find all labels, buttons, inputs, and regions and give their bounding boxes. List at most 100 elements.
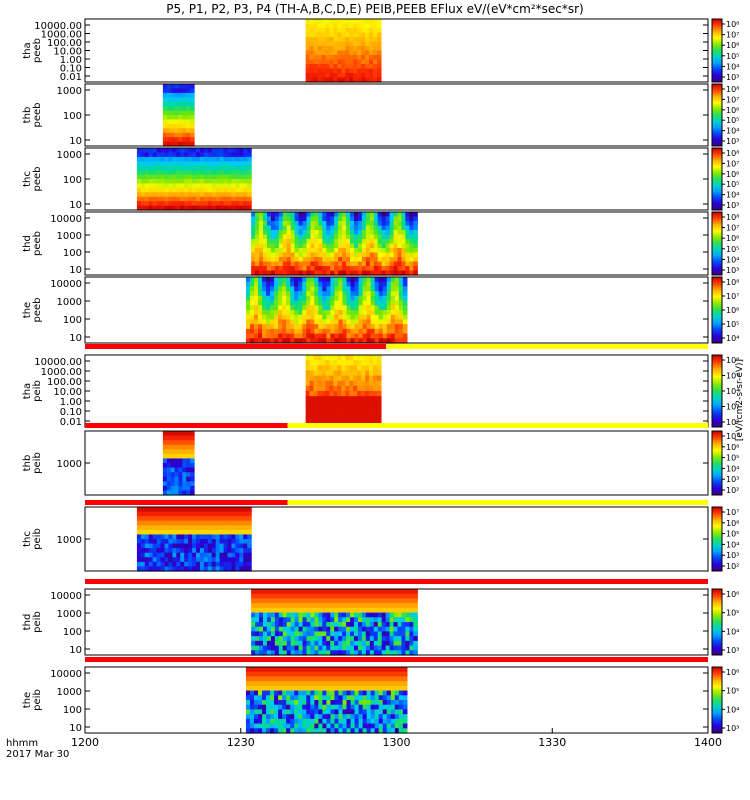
heatmap-cell xyxy=(282,277,287,283)
heatmap-cell xyxy=(258,695,263,701)
heatmap-cell xyxy=(172,187,177,193)
heatmap-cell xyxy=(259,593,264,600)
heatmap-cell xyxy=(290,589,296,595)
heatmap-cell xyxy=(227,156,233,162)
heatmap-cell xyxy=(306,291,311,297)
heatmap-cell xyxy=(188,561,193,568)
mode-bar-segment xyxy=(386,344,708,349)
heatmap-cell xyxy=(361,68,366,74)
heatmap-cell xyxy=(350,300,356,306)
heatmap-cell xyxy=(314,305,319,311)
heatmap-cell xyxy=(152,165,158,171)
heatmap-cell xyxy=(274,714,279,720)
heatmap-cell xyxy=(207,529,213,536)
heatmap-cell xyxy=(140,174,146,180)
heatmap-cell xyxy=(282,261,288,267)
heatmap-cell xyxy=(278,709,283,715)
heatmap-cell xyxy=(350,266,355,272)
heatmap-cell xyxy=(369,28,374,34)
heatmap-cell xyxy=(389,631,395,637)
heatmap-cell xyxy=(270,645,276,651)
heatmap-cell xyxy=(266,645,272,651)
heatmap-cell xyxy=(376,77,382,83)
heatmap-cell xyxy=(211,179,217,185)
heatmap-cell xyxy=(350,728,356,734)
heatmap-cell xyxy=(243,529,248,536)
heatmap-cell xyxy=(263,593,268,600)
heatmap-cell xyxy=(174,485,180,492)
heatmap-cell xyxy=(318,319,323,325)
heatmap-cell xyxy=(270,617,276,623)
heatmap-cell xyxy=(156,543,162,549)
heatmap-cell xyxy=(309,68,315,74)
heatmap-cell xyxy=(337,32,342,38)
heatmap-cell xyxy=(337,50,342,56)
heatmap-cell xyxy=(178,106,183,112)
heatmap-cell xyxy=(302,266,308,272)
heatmap-cell xyxy=(334,671,340,678)
heatmap-cell xyxy=(162,435,168,441)
heatmap-cell xyxy=(211,165,217,171)
heatmap-cell xyxy=(227,534,233,540)
heatmap-cell xyxy=(305,355,311,361)
heatmap-cell xyxy=(140,148,146,154)
heatmap-cell xyxy=(373,23,378,29)
heatmap-cell xyxy=(362,333,368,339)
heatmap-cell xyxy=(286,225,292,231)
heatmap-cell xyxy=(374,295,380,302)
heatmap-cell xyxy=(278,690,283,696)
heatmap-cell xyxy=(286,300,291,306)
heatmap-cell xyxy=(195,183,201,189)
heatmap-cell xyxy=(298,333,303,339)
heatmap-cell xyxy=(402,681,408,687)
heatmap-cell xyxy=(227,148,233,154)
heatmap-cell xyxy=(192,161,197,167)
heatmap-cell xyxy=(286,319,291,325)
heatmap-cell xyxy=(325,375,331,382)
heatmap-cell xyxy=(353,650,359,656)
heatmap-cell xyxy=(180,174,185,180)
heatmap-cell xyxy=(310,695,315,701)
heatmap-cell xyxy=(180,534,185,540)
heatmap-cell xyxy=(170,485,176,492)
heatmap-cell xyxy=(270,286,275,292)
heatmap-cell xyxy=(338,239,343,245)
heatmap-cell xyxy=(393,617,399,623)
heatmap-cell xyxy=(386,695,392,701)
heatmap-cell xyxy=(306,225,312,231)
heatmap-cell xyxy=(152,174,158,180)
heatmap-cell xyxy=(405,622,410,628)
heatmap-cell xyxy=(329,50,334,56)
heatmap-cell xyxy=(203,534,209,540)
heatmap-cell xyxy=(270,257,276,263)
heatmap-cell xyxy=(182,106,187,112)
heatmap-cell xyxy=(345,23,350,29)
heatmap-cell xyxy=(178,88,183,94)
heatmap-cell xyxy=(330,281,336,288)
heatmap-cell xyxy=(148,192,154,198)
heatmap-cell xyxy=(174,97,180,103)
mode-bar-segment xyxy=(85,579,708,584)
heatmap-cell xyxy=(255,626,260,633)
colorbar-tick-label: 10⁷ xyxy=(726,292,739,301)
heatmap-cell xyxy=(278,704,283,711)
heatmap-cell xyxy=(374,667,380,673)
heatmap-cell xyxy=(162,449,168,455)
heatmap-cell xyxy=(302,709,307,715)
heatmap-cell xyxy=(211,539,217,545)
heatmap-cell xyxy=(401,603,406,609)
heatmap-cell xyxy=(306,252,312,258)
heatmap-cell xyxy=(373,243,379,249)
heatmap-cell xyxy=(309,64,315,70)
heatmap-cell xyxy=(313,416,319,423)
heatmap-cell xyxy=(247,170,252,176)
heatmap-cell xyxy=(353,243,359,249)
heatmap-cell xyxy=(263,248,268,254)
heatmap-cell xyxy=(338,314,344,321)
heatmap-cell xyxy=(278,333,283,339)
heatmap-cell xyxy=(195,196,201,202)
heatmap-cell xyxy=(282,612,288,618)
heatmap-cell xyxy=(255,266,260,272)
heatmap-cell xyxy=(166,453,172,460)
heatmap-cell xyxy=(365,234,371,240)
